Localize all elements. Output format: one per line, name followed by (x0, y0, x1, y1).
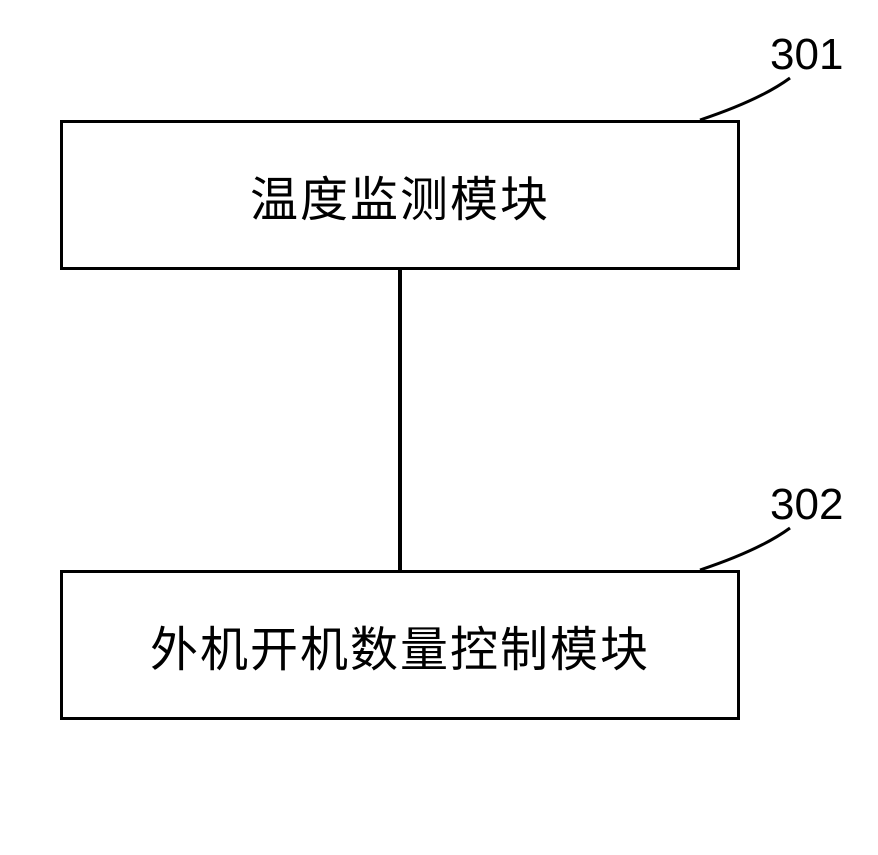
ref-label-302: 302 (770, 480, 843, 530)
leader-line-302 (0, 0, 878, 855)
diagram-canvas: 温度监测模块 301 外机开机数量控制模块 302 (0, 0, 878, 855)
